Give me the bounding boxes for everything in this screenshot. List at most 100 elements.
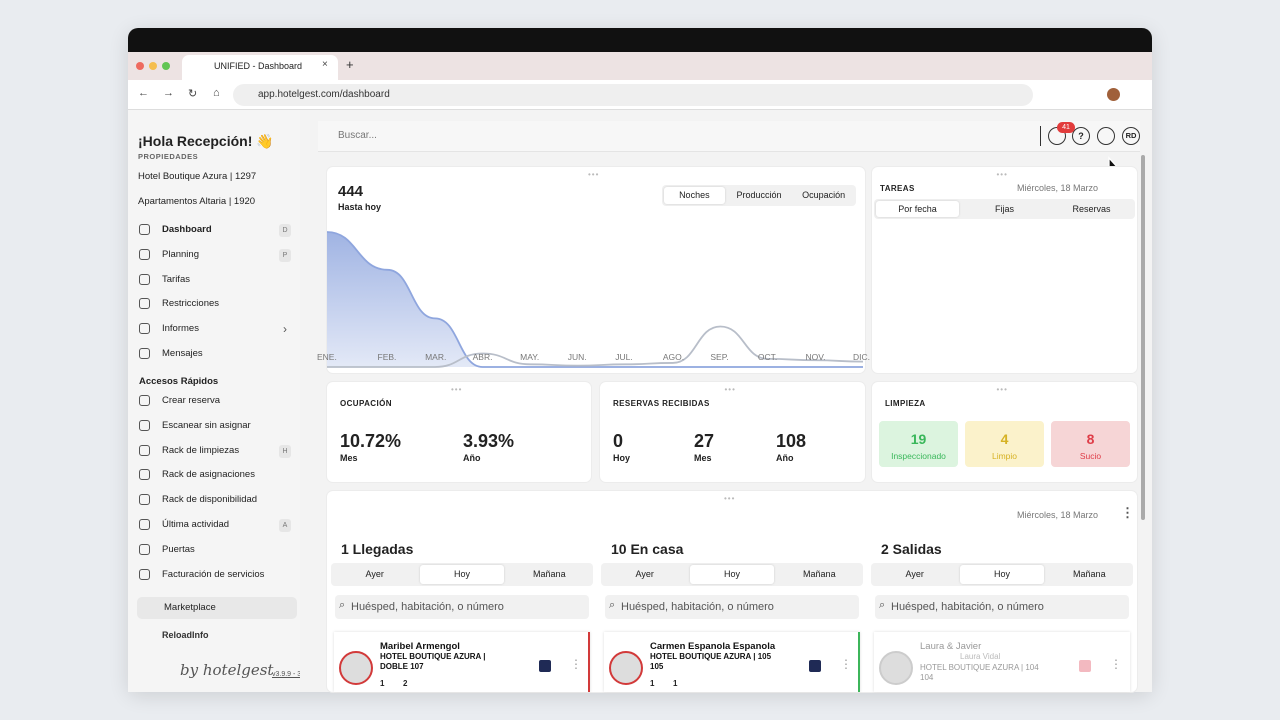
tab-button[interactable]: Mañana (1073, 569, 1106, 579)
nav-button[interactable]: → (163, 87, 174, 99)
guest-hotel: HOTEL BOUTIQUE AZURA | 104 (920, 663, 1039, 672)
guest-card[interactable] (874, 632, 1130, 692)
stat-value: 0 (613, 431, 624, 451)
nav-item[interactable]: Última actividad (162, 519, 230, 530)
search-icon: ⌕ (879, 599, 886, 611)
tab-button[interactable]: Reservas (1072, 204, 1111, 214)
guest-nights: 1 (673, 679, 678, 688)
nav-button[interactable]: ⌂ (213, 87, 220, 99)
sidebar (128, 110, 300, 692)
nav-item[interactable]: Rack de asignaciones (162, 469, 255, 481)
tab-button[interactable]: Por fecha (876, 201, 959, 217)
tab-close[interactable]: × (322, 59, 328, 70)
guest-menu[interactable]: ⋮ (570, 657, 582, 671)
cleaning-box[interactable] (965, 421, 1044, 467)
tab-button[interactable]: Mañana (803, 569, 836, 579)
search-box[interactable] (605, 595, 859, 619)
tab-button[interactable]: Ayer (905, 569, 924, 579)
reload[interactable]: ReloadInfo (162, 630, 209, 640)
guest-nights: 2 (403, 679, 408, 688)
card-title: LIMPIEZA (885, 399, 926, 408)
title-bar (128, 28, 1152, 52)
nav-item[interactable]: Restricciones (162, 298, 220, 310)
nav-item[interactable]: Facturación de servicios (162, 568, 265, 580)
tab-button[interactable]: Hoy (420, 565, 504, 584)
top-icon[interactable]: RD (1122, 127, 1140, 145)
search-box[interactable] (335, 595, 589, 619)
guest-menu[interactable]: ⋮ (840, 657, 852, 671)
x-tick-label: OCT. (757, 352, 778, 362)
nav-item[interactable]: Puertas (162, 543, 195, 555)
nav-item[interactable]: Planning (162, 248, 199, 260)
tab-button[interactable]: Fijas (994, 204, 1014, 214)
nav-icon (139, 395, 150, 406)
nav-icon (139, 298, 150, 310)
action-button[interactable] (539, 660, 551, 672)
cleaning-label: Limpio (991, 451, 1018, 461)
guest-room: 105 (650, 662, 664, 671)
new-tab[interactable]: + (346, 57, 354, 72)
tasks-card (872, 167, 1137, 373)
tab-button[interactable]: Mañana (533, 569, 566, 579)
tab-button[interactable]: Noches (664, 187, 725, 204)
guest-card[interactable] (334, 632, 590, 692)
tab-button[interactable]: Ayer (635, 569, 654, 579)
top-icon[interactable]: ? (1072, 127, 1090, 145)
guest-menu[interactable]: ⋮ (1110, 657, 1122, 671)
nav-item[interactable]: Rack de disponibilidad (162, 494, 258, 506)
nav-item[interactable]: Escanear sin asignar (162, 419, 251, 431)
tab[interactable] (182, 55, 338, 80)
nav-icon (139, 224, 150, 235)
nav-item[interactable]: Dashboard (162, 224, 212, 235)
tab-button[interactable]: Ayer (365, 569, 384, 579)
top-icon[interactable] (1097, 127, 1115, 145)
cleaning-box[interactable] (1051, 421, 1130, 467)
chevron: › (283, 322, 287, 336)
stat-label: Hoy (613, 453, 631, 463)
search-icon: ⌕ (609, 599, 616, 611)
action-button[interactable] (809, 660, 821, 672)
nav-item[interactable]: Crear reserva (162, 395, 221, 406)
subtitle: Hasta hoy (338, 202, 382, 212)
search-placeholder: Huésped, habitación, o número (621, 601, 774, 613)
menu[interactable]: ⋮ (1121, 505, 1134, 520)
stat-label: Año (776, 453, 794, 463)
x-tick-label: NOV. (805, 352, 826, 362)
property[interactable]: Apartamentos Altaria | 1920 (138, 196, 256, 207)
brand: by hotelgest (180, 661, 274, 679)
nav-icon (139, 348, 150, 359)
search-bar[interactable] (318, 121, 1140, 152)
nav-item[interactable]: Tarifas (162, 273, 190, 285)
nav-button[interactable]: ← (138, 87, 149, 99)
guest-sub: Laura Vidal (960, 652, 1001, 661)
movements-date[interactable]: Miércoles, 18 Marzo (1017, 510, 1099, 520)
nav-item[interactable]: Rack de limpiezas (162, 444, 240, 456)
search-box[interactable] (875, 595, 1129, 619)
avatar-browser[interactable] (1107, 88, 1120, 101)
tab-button[interactable]: Ocupación (802, 190, 846, 200)
card-title: OCUPACIÓN (340, 399, 392, 408)
nav-button[interactable]: ↻ (188, 88, 198, 100)
drag-handle: ••• (724, 494, 736, 503)
tab-button[interactable]: Hoy (690, 565, 774, 584)
property[interactable]: Hotel Boutique Azura | 1297 (138, 171, 257, 182)
nav-icon (139, 323, 150, 335)
guest-adults: 1 (650, 679, 655, 688)
cleaning-box[interactable] (879, 421, 958, 467)
guest-avatar (879, 651, 913, 685)
nav-item[interactable]: Mensajes (162, 348, 203, 359)
shortcut: D (279, 224, 291, 237)
x-tick-label: FEB. (377, 352, 397, 362)
action-button[interactable] (1079, 660, 1091, 672)
nav-icon (139, 469, 150, 481)
tasks-date[interactable]: Miércoles, 18 Marzo (1017, 183, 1099, 193)
tab-button[interactable]: Producción (736, 190, 782, 200)
marketplace-bg[interactable] (137, 597, 297, 619)
tasks-title: TAREAS (880, 184, 915, 193)
url-field[interactable] (233, 84, 1033, 106)
tab-button[interactable]: Hoy (960, 565, 1044, 584)
guest-adults: 1 (380, 679, 385, 688)
nav-item[interactable]: Informes (162, 323, 199, 335)
stat-value: 10.72% (340, 431, 402, 451)
shortcut: A (279, 519, 291, 532)
